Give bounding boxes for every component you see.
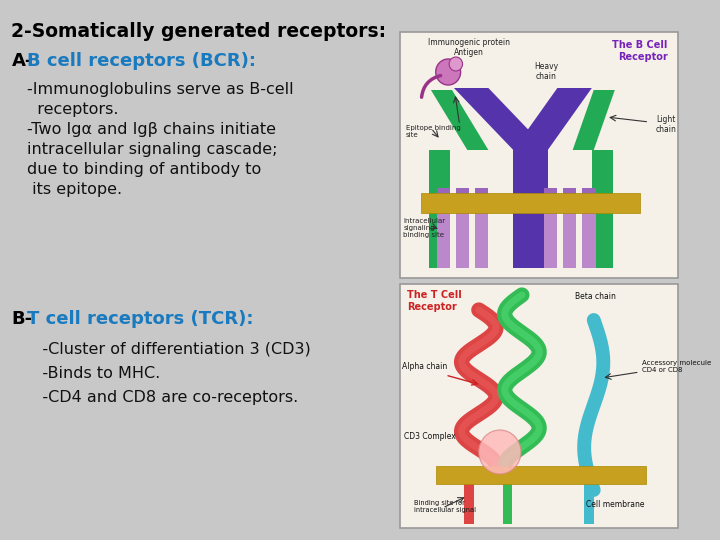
Bar xyxy=(544,213,557,268)
Bar xyxy=(582,188,595,213)
Polygon shape xyxy=(513,88,592,150)
Bar xyxy=(584,484,594,524)
Bar xyxy=(456,188,469,213)
Text: -Binds to MHC.: -Binds to MHC. xyxy=(27,366,160,381)
Text: Binding site for
intracellular signal: Binding site for intracellular signal xyxy=(414,500,476,513)
Bar xyxy=(400,284,678,528)
Polygon shape xyxy=(513,150,548,268)
Text: Accessory molecule
CD4 or CD8: Accessory molecule CD4 or CD8 xyxy=(642,360,711,373)
Text: Heavy
chain: Heavy chain xyxy=(534,62,558,82)
Text: B-: B- xyxy=(12,310,32,328)
Text: Beta chain: Beta chain xyxy=(575,292,616,301)
Text: Cell membrane: Cell membrane xyxy=(586,500,644,509)
Bar xyxy=(503,484,513,524)
Text: -Immunoglobulins serve as B-cell: -Immunoglobulins serve as B-cell xyxy=(27,82,294,97)
Text: 2-Somatically generated receptors:: 2-Somatically generated receptors: xyxy=(12,22,387,41)
Bar xyxy=(464,484,474,524)
Text: Alpha chain: Alpha chain xyxy=(402,362,447,371)
Bar xyxy=(437,213,450,268)
Text: its epitope.: its epitope. xyxy=(27,182,122,197)
Text: Epitope binding
site: Epitope binding site xyxy=(406,125,461,138)
Bar xyxy=(475,213,488,268)
Bar xyxy=(436,466,647,484)
Text: B cell receptors (BCR):: B cell receptors (BCR): xyxy=(27,52,256,70)
Circle shape xyxy=(449,57,462,71)
Bar xyxy=(582,213,595,268)
Polygon shape xyxy=(454,88,548,150)
Text: CD3 Complex: CD3 Complex xyxy=(404,432,456,441)
Text: due to binding of antibody to: due to binding of antibody to xyxy=(27,162,261,177)
Text: receptors.: receptors. xyxy=(27,102,118,117)
Bar xyxy=(429,150,450,268)
Text: intracellular signaling cascade;: intracellular signaling cascade; xyxy=(27,142,277,157)
Bar xyxy=(400,32,678,278)
Polygon shape xyxy=(572,90,615,150)
Bar xyxy=(563,188,577,213)
Text: A-: A- xyxy=(12,52,33,70)
Text: T cell receptors (TCR):: T cell receptors (TCR): xyxy=(27,310,253,328)
Polygon shape xyxy=(431,90,488,150)
Text: Immunogenic protein
Antigen: Immunogenic protein Antigen xyxy=(428,38,510,57)
Text: -Two Igα and Igβ chains initiate: -Two Igα and Igβ chains initiate xyxy=(27,122,276,137)
Circle shape xyxy=(436,59,461,85)
Bar xyxy=(544,188,557,213)
Text: -Cluster of differentiation 3 (CD3): -Cluster of differentiation 3 (CD3) xyxy=(27,342,310,357)
Bar xyxy=(456,213,469,268)
Bar xyxy=(563,213,577,268)
Bar xyxy=(421,193,639,213)
Bar xyxy=(475,188,488,213)
Circle shape xyxy=(479,430,521,474)
Bar xyxy=(592,150,613,268)
Text: Light
chain: Light chain xyxy=(656,115,677,134)
Text: Intracellular
signaling
binding site: Intracellular signaling binding site xyxy=(403,218,445,238)
Text: The B Cell
Receptor: The B Cell Receptor xyxy=(612,40,667,62)
Text: The T Cell
Receptor: The T Cell Receptor xyxy=(407,290,462,312)
Text: -CD4 and CD8 are co-receptors.: -CD4 and CD8 are co-receptors. xyxy=(27,390,298,405)
Bar xyxy=(437,188,450,213)
